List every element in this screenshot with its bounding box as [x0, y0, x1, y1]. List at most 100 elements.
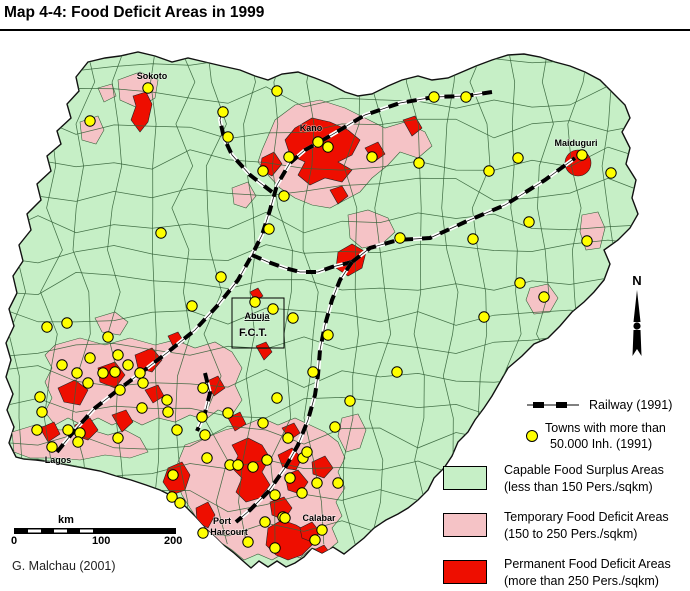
town-dot — [523, 216, 535, 228]
city-label-harcourt: Harcourt — [210, 527, 248, 537]
north-label: N — [632, 273, 642, 288]
town-dot — [296, 487, 308, 499]
town-dot — [282, 432, 294, 444]
legend-railway: Railway (1991) — [527, 398, 672, 412]
city-labels: Sokoto Kano Maiduguri Abuja F.C.T. Lagos PortH… — [44, 70, 598, 537]
legend-towns: Towns with more than 50.000 Inh. (1991) — [526, 420, 666, 452]
town-dot — [391, 366, 403, 378]
town-dot — [155, 227, 167, 239]
town-dot-icon — [526, 430, 538, 442]
town-dot — [311, 477, 323, 489]
city-label-calabar: Calabar — [302, 513, 336, 523]
town-dot — [102, 331, 114, 343]
north-arrow: N — [625, 274, 649, 365]
town-dot — [478, 311, 490, 323]
town-dot — [259, 516, 271, 528]
country-outline — [5, 51, 639, 569]
town-dot — [197, 382, 209, 394]
city-label-maiduguri: Maiduguri — [555, 138, 598, 148]
town-dot — [249, 296, 261, 308]
town-dot — [122, 359, 134, 371]
town-dot — [215, 271, 227, 283]
town-dot — [316, 524, 328, 536]
town-dot — [576, 149, 588, 161]
legend-area-classes: Capable Food Surplus Areas (less than 150… — [443, 462, 688, 591]
town-dot — [322, 329, 334, 341]
town-dot — [267, 303, 279, 315]
town-dot — [72, 436, 84, 448]
town-dot — [142, 82, 154, 94]
town-dot — [186, 300, 198, 312]
town-dot — [278, 190, 290, 202]
town-dot — [46, 441, 58, 453]
city-label-kano: Kano — [300, 123, 323, 133]
town-dot — [581, 235, 593, 247]
town-dot — [197, 527, 209, 539]
town-dot — [312, 136, 324, 148]
town-dot — [460, 91, 472, 103]
town-dot — [61, 317, 73, 329]
town-dot — [605, 167, 617, 179]
town-dot — [84, 352, 96, 364]
town-dot — [257, 417, 269, 429]
town-dot — [428, 91, 440, 103]
town-dot — [97, 367, 109, 379]
railway-lines — [55, 90, 577, 524]
town-dot — [271, 85, 283, 97]
town-dot — [413, 157, 425, 169]
town-dot — [322, 141, 334, 153]
town-dot — [136, 402, 148, 414]
legend-class-label: Temporary Food Deficit Areas (150 to 250 … — [504, 510, 669, 541]
town-dot — [467, 233, 479, 245]
scale-unit-label: km — [58, 514, 74, 526]
town-dot — [134, 367, 146, 379]
town-dot — [171, 424, 183, 436]
town-dot — [271, 392, 283, 404]
town-dot — [34, 391, 46, 403]
town-dot — [512, 152, 524, 164]
town-dot — [263, 223, 275, 235]
town-dot — [112, 349, 124, 361]
legend-swatch — [443, 466, 487, 490]
railway-line — [56, 91, 493, 453]
compass-needle-icon — [632, 290, 642, 356]
town-dot — [261, 454, 273, 466]
scale-tick-100: 100 — [92, 535, 111, 547]
town-dot — [161, 394, 173, 406]
town-dot — [283, 151, 295, 163]
map-attribution: G. Malchau (2001) — [12, 559, 116, 573]
railway-line — [235, 261, 353, 523]
town-dot — [114, 384, 126, 396]
legend-swatch — [443, 513, 487, 537]
town-dot — [222, 131, 234, 143]
city-label-lagos: Lagos — [45, 455, 72, 465]
town-dot — [71, 367, 83, 379]
town-dot — [222, 407, 234, 419]
railway-icon — [527, 402, 579, 408]
scale-tick-0: 0 — [11, 535, 18, 547]
town-dot — [84, 115, 96, 127]
town-dot — [217, 106, 229, 118]
town-dot — [62, 424, 74, 436]
town-dot — [279, 512, 291, 524]
legend-railway-label: Railway (1991) — [589, 398, 673, 412]
town-dot — [174, 497, 186, 509]
legend-class-row: Temporary Food Deficit Areas (150 to 250 … — [443, 509, 688, 543]
town-dot — [257, 165, 269, 177]
title-rule — [0, 29, 690, 31]
railway-line — [219, 105, 273, 193]
town-dot — [232, 459, 244, 471]
legend-class-row: Capable Food Surplus Areas (less than 150… — [443, 462, 688, 496]
town-dot — [247, 461, 259, 473]
town-dot — [394, 232, 406, 244]
town-dot — [199, 429, 211, 441]
town-dot — [201, 452, 213, 464]
town-dot — [166, 491, 178, 503]
town-dot — [344, 395, 356, 407]
legend-class-label: Capable Food Surplus Areas (less than 150… — [504, 463, 664, 494]
town-dot — [307, 366, 319, 378]
town-dot — [112, 432, 124, 444]
town-dot — [287, 312, 299, 324]
legend-class-row: Permanent Food Deficit Areas (more than 2… — [443, 556, 688, 590]
